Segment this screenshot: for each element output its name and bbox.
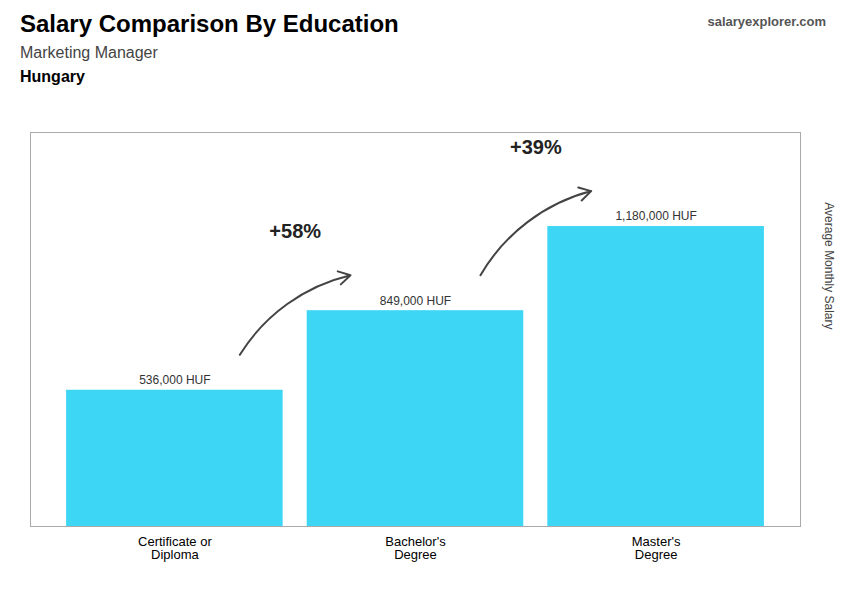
svg-text:849,000 HUF: 849,000 HUF xyxy=(380,294,451,308)
svg-text:+39%: +39% xyxy=(510,136,562,158)
html-text:salaryexplorer.com: salaryexplorer.com xyxy=(707,14,826,29)
html-text:Hungary: Hungary xyxy=(20,68,85,85)
svg-text:Average Monthly Salary: Average Monthly Salary xyxy=(822,202,836,329)
svg-text:1,180,000 HUF: 1,180,000 HUF xyxy=(615,209,696,223)
svg-text:Certificate orDiploma: Certificate orDiploma xyxy=(138,534,212,562)
html-text:Salary Comparison By Education: Salary Comparison By Education xyxy=(20,10,399,37)
svg-text:+58%: +58% xyxy=(269,220,321,242)
svg-text:Bachelor'sDegree: Bachelor'sDegree xyxy=(385,534,446,562)
svg-text:Master'sDegree: Master'sDegree xyxy=(632,534,681,562)
html-text:Marketing Manager: Marketing Manager xyxy=(20,44,158,61)
svg-text:536,000 HUF: 536,000 HUF xyxy=(139,373,210,387)
